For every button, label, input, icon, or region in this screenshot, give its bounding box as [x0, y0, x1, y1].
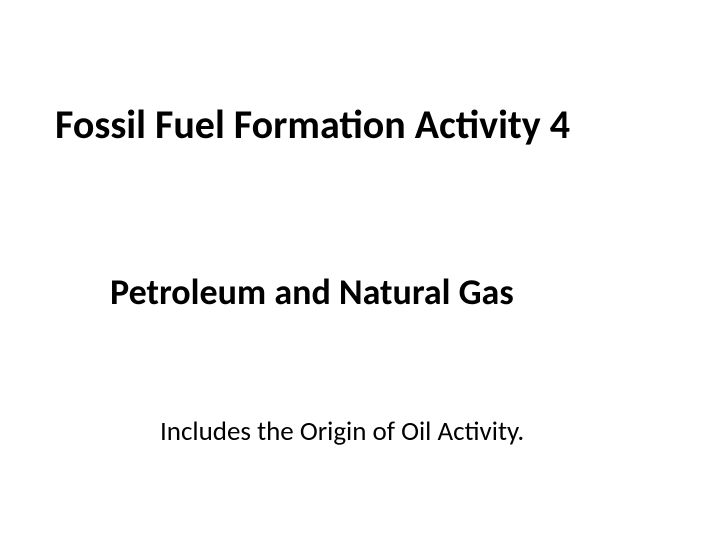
slide-title: Fossil Fuel Formation Activity 4 [55, 100, 570, 149]
slide-footnote: Includes the Origin of Oil Activity. [160, 415, 524, 448]
slide-subtitle: Petroleum and Natural Gas [110, 270, 514, 314]
